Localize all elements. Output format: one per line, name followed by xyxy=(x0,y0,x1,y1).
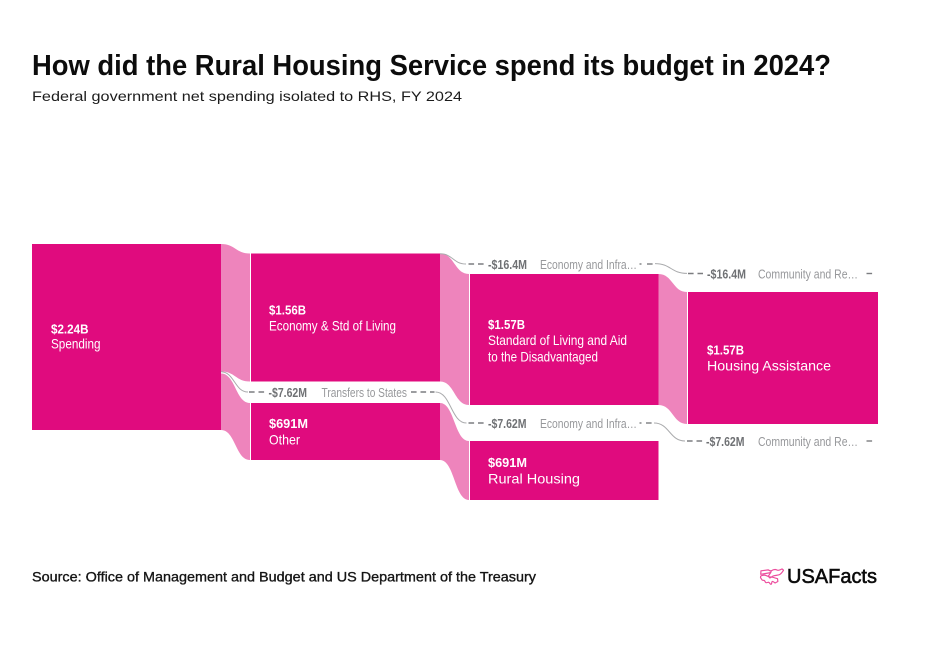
svg-text:Spending: Spending xyxy=(51,337,101,352)
svg-text:$1.56B: $1.56B xyxy=(269,303,306,318)
svg-text:Economy and Infra…: Economy and Infra… xyxy=(540,257,637,272)
svg-text:-$7.62M: -$7.62M xyxy=(269,385,308,400)
svg-text:Other: Other xyxy=(269,433,300,448)
svg-text:How did the Rural Housing Serv: How did the Rural Housing Service spend … xyxy=(32,50,831,82)
svg-text:$1.57B: $1.57B xyxy=(488,317,525,332)
svg-text:Housing Assistance: Housing Assistance xyxy=(707,359,831,374)
svg-text:Rural Housing: Rural Housing xyxy=(488,472,580,487)
svg-text:Standard of Living and Aid: Standard of Living and Aid xyxy=(488,333,627,348)
svg-text:$691M: $691M xyxy=(488,455,527,470)
svg-text:USAFacts: USAFacts xyxy=(787,566,877,588)
svg-text:$691M: $691M xyxy=(269,416,308,431)
svg-text:$2.24B: $2.24B xyxy=(51,322,89,337)
svg-text:-$7.62M: -$7.62M xyxy=(706,434,745,449)
svg-text:-$7.62M: -$7.62M xyxy=(488,416,527,431)
svg-text:Federal government net spendin: Federal government net spending isolated… xyxy=(32,88,462,104)
svg-text:to the Disadvantaged: to the Disadvantaged xyxy=(488,349,598,364)
svg-text:Community and Re…: Community and Re… xyxy=(758,267,858,282)
svg-text:Source: Office of Management a: Source: Office of Management and Budget … xyxy=(32,569,536,585)
svg-text:Economy & Std of Living: Economy & Std of Living xyxy=(269,319,396,334)
svg-text:-$16.4M: -$16.4M xyxy=(707,267,746,282)
svg-text:-$16.4M: -$16.4M xyxy=(488,257,527,272)
svg-text:Economy and Infra…: Economy and Infra… xyxy=(540,416,637,431)
svg-text:$1.57B: $1.57B xyxy=(707,343,744,358)
svg-text:Transfers to States: Transfers to States xyxy=(322,385,408,400)
svg-text:Community and Re…: Community and Re… xyxy=(758,434,858,449)
